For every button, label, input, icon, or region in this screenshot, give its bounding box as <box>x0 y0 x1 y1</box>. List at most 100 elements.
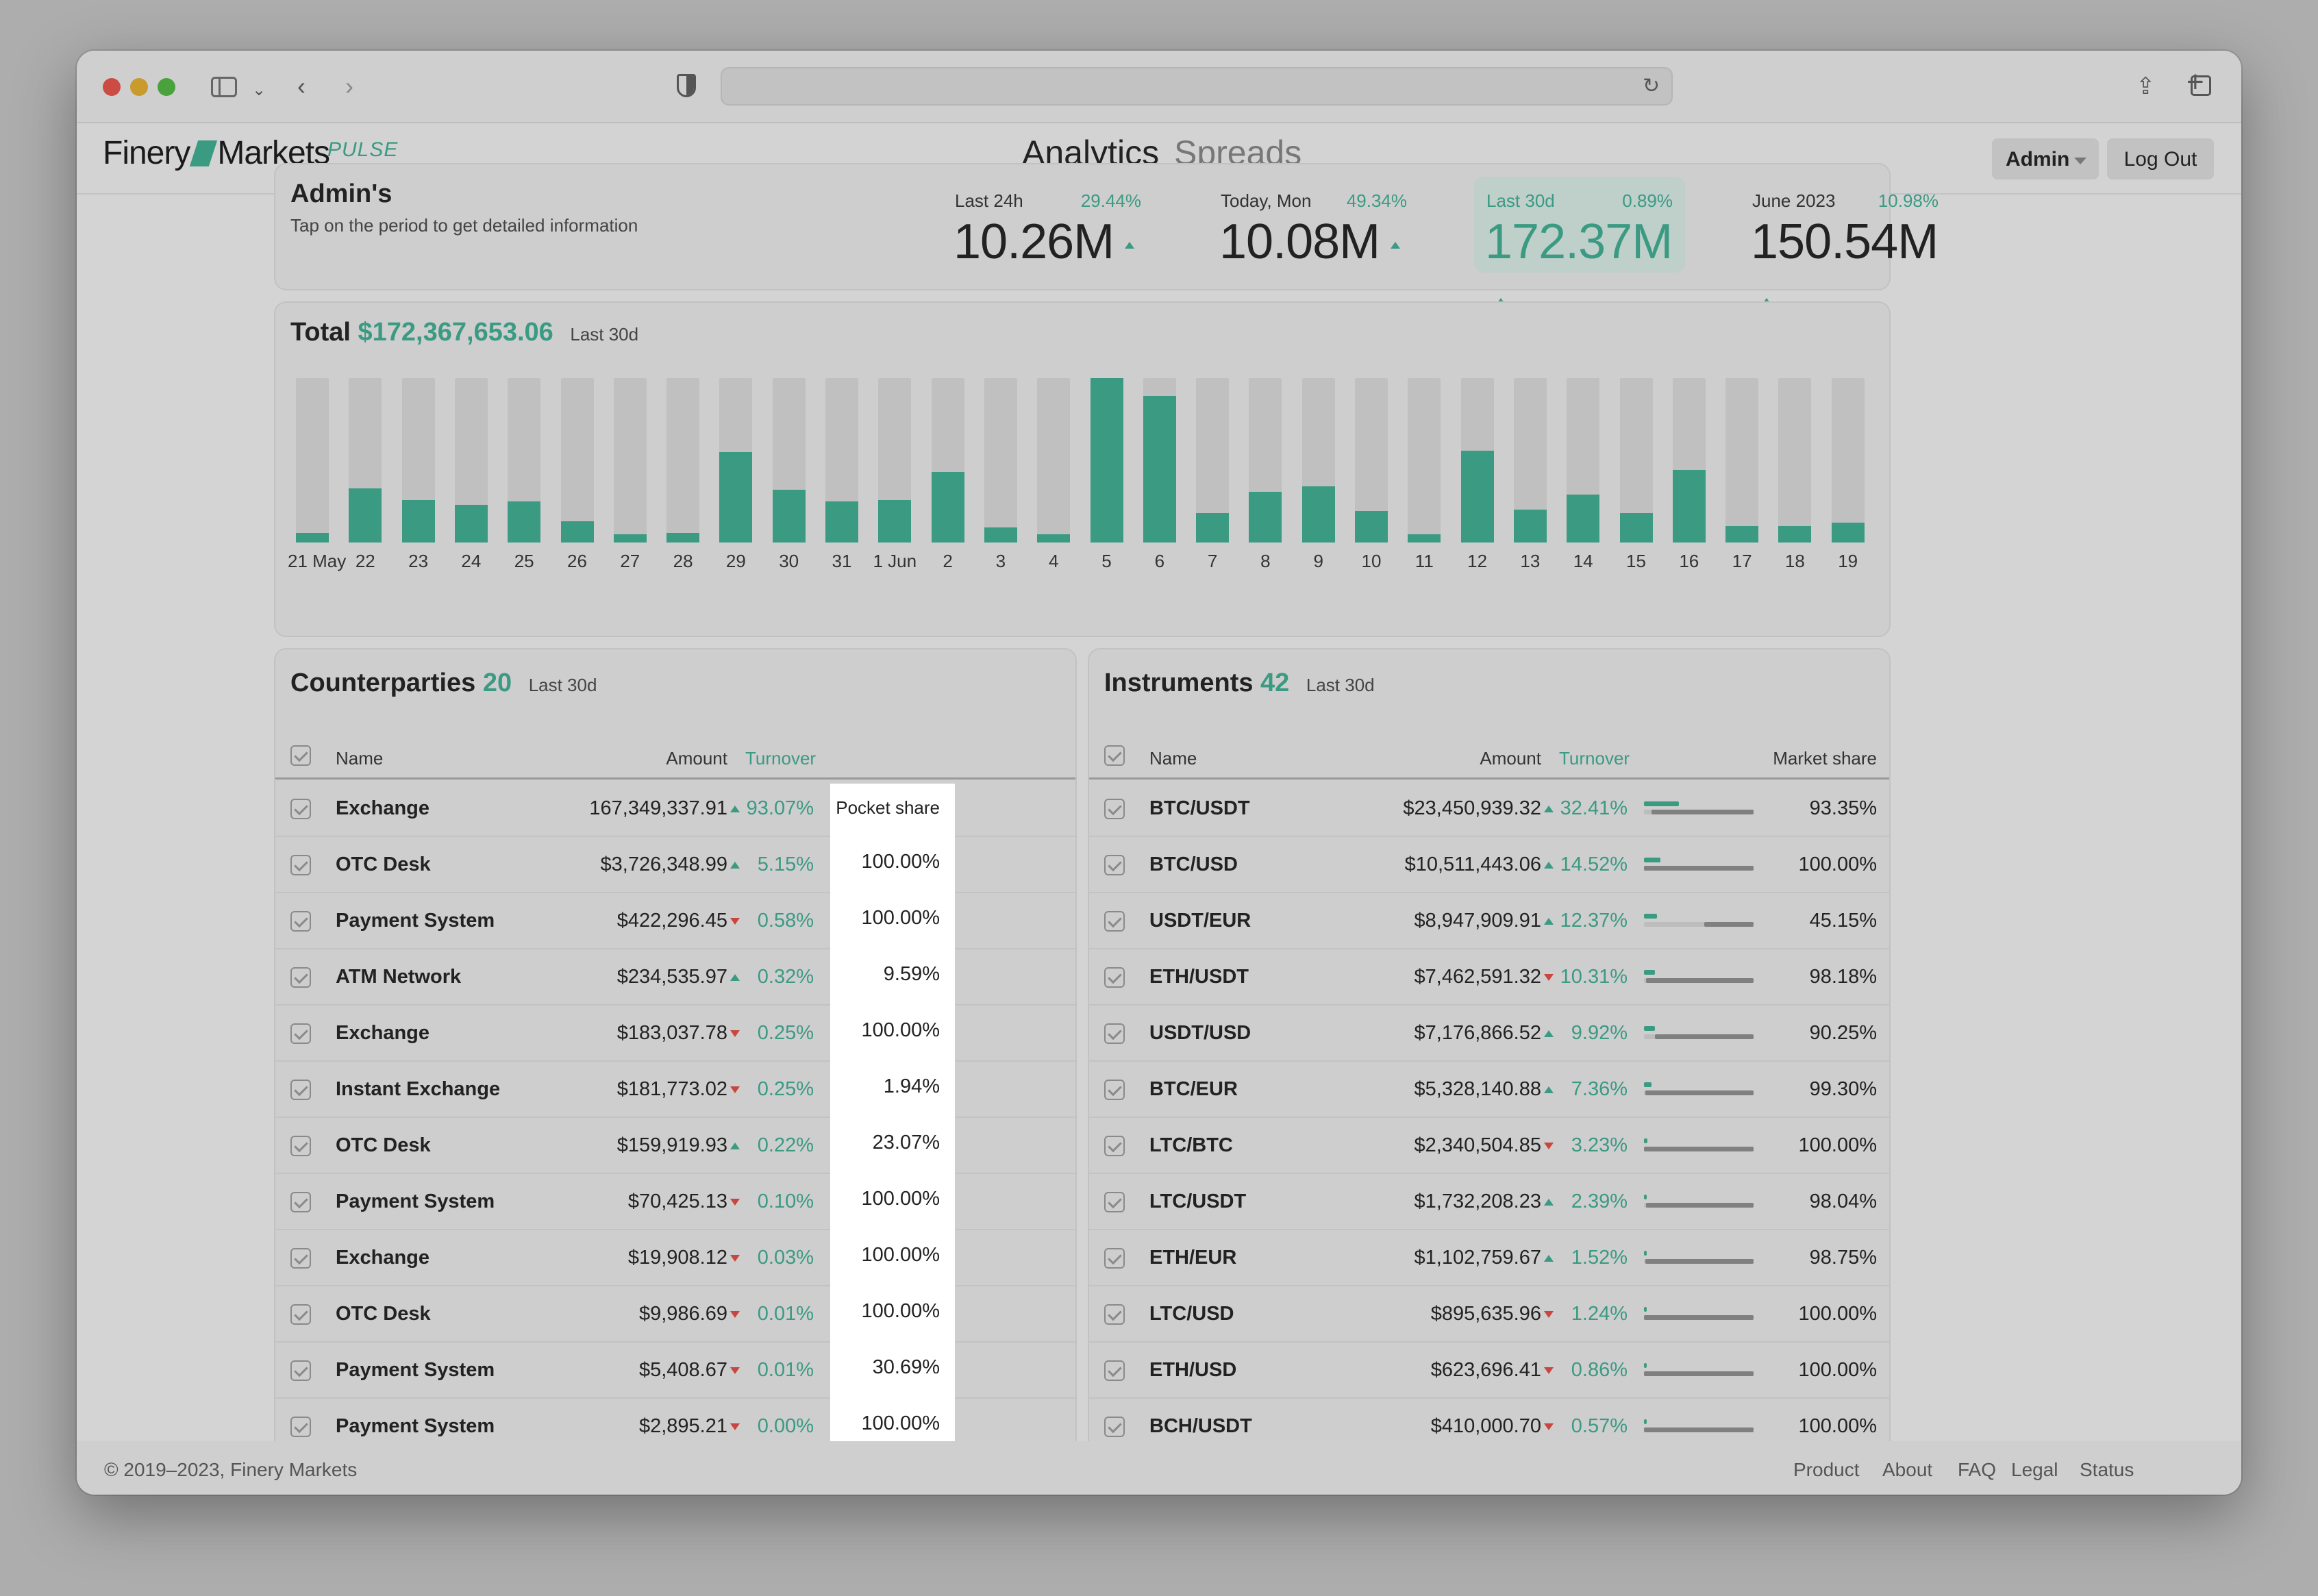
column-amount[interactable]: Amount <box>1480 748 1541 769</box>
table-row[interactable]: Exchange $183,037.78 0.25% <box>275 1006 1075 1062</box>
column-market-share[interactable]: Market share <box>1773 748 1877 769</box>
chart-bar-track[interactable] <box>508 378 541 543</box>
reload-icon[interactable]: ↻ <box>1643 75 1660 97</box>
chart-bar-track[interactable] <box>1090 378 1123 543</box>
tabs-overview-icon[interactable] <box>2191 75 2211 96</box>
back-icon[interactable]: ‹ <box>297 72 306 100</box>
address-bar[interactable]: ↻ <box>721 67 1673 105</box>
new-tab-icon[interactable]: + <box>2186 65 2204 99</box>
row-checkbox[interactable] <box>1104 855 1125 875</box>
chart-bar-track[interactable] <box>1619 378 1653 543</box>
row-checkbox[interactable] <box>1104 1248 1125 1269</box>
chart-bar-track[interactable] <box>454 378 488 543</box>
row-checkbox[interactable] <box>290 1360 311 1381</box>
row-checkbox[interactable] <box>1104 1192 1125 1212</box>
chart-bar-track[interactable] <box>1567 378 1600 543</box>
row-checkbox[interactable] <box>290 967 311 988</box>
select-all-checkbox[interactable] <box>1104 745 1125 766</box>
period-card[interactable]: Today, Mon 49.34% 10.08M <box>1208 177 1419 273</box>
footer-link-faq[interactable]: FAQ <box>1958 1459 1997 1480</box>
row-checkbox[interactable] <box>1104 1023 1125 1044</box>
row-checkbox[interactable] <box>290 1136 311 1156</box>
table-row[interactable]: LTC/USDT $1,732,208.23 2.39% 98.04% <box>1089 1174 1889 1230</box>
table-row[interactable]: USDT/USD $7,176,866.52 9.92% 90.25% <box>1089 1006 1889 1062</box>
finery-markets-logo[interactable]: Finery Markets PULSE <box>103 134 397 172</box>
chevron-down-icon[interactable]: ⌄ <box>252 81 266 99</box>
chart-bar-track[interactable] <box>1196 378 1230 543</box>
period-card[interactable]: Last 30d 0.89% 172.37M <box>1474 177 1685 305</box>
table-row[interactable]: ATM Network $234,535.97 0.32% <box>275 949 1075 1006</box>
table-row[interactable]: ETH/USD $623,696.41 0.86% 100.00% <box>1089 1343 1889 1399</box>
chart-bar-track[interactable] <box>772 378 806 543</box>
footer-link-status[interactable]: Status <box>2080 1459 2134 1480</box>
chart-bar-track[interactable] <box>931 378 964 543</box>
chart-bar-track[interactable] <box>1460 378 1494 543</box>
column-amount[interactable]: Amount <box>666 748 727 769</box>
chart-bar-track[interactable] <box>1831 378 1865 543</box>
table-row[interactable]: Payment System $5,408.67 0.01% <box>275 1343 1075 1399</box>
chart-bar-track[interactable] <box>1513 378 1547 543</box>
table-row[interactable]: LTC/BTC $2,340,504.85 3.23% 100.00% <box>1089 1118 1889 1174</box>
chart-bar-track[interactable] <box>613 378 647 543</box>
table-row[interactable]: Payment System $70,425.13 0.10% <box>275 1174 1075 1230</box>
row-checkbox[interactable] <box>1104 911 1125 932</box>
row-checkbox[interactable] <box>1104 1360 1125 1381</box>
row-checkbox[interactable] <box>1104 1136 1125 1156</box>
zoom-window-button[interactable] <box>158 78 175 96</box>
minimize-window-button[interactable] <box>130 78 148 96</box>
column-pocket-share[interactable]: Pocket share <box>836 797 940 818</box>
row-checkbox[interactable] <box>290 911 311 932</box>
row-checkbox[interactable] <box>1104 799 1125 819</box>
select-all-checkbox[interactable] <box>290 745 311 766</box>
row-checkbox[interactable] <box>290 1023 311 1044</box>
table-row[interactable]: BTC/USD $10,511,443.06 14.52% 100.00% <box>1089 837 1889 893</box>
chart-bar-track[interactable] <box>560 378 594 543</box>
row-checkbox[interactable] <box>290 1080 311 1100</box>
chart-bar-track[interactable] <box>1408 378 1441 543</box>
chart-bar-track[interactable] <box>719 378 753 543</box>
forward-icon[interactable]: › <box>345 72 353 100</box>
row-checkbox[interactable] <box>290 799 311 819</box>
chart-bar-track[interactable] <box>666 378 700 543</box>
column-name[interactable]: Name <box>336 748 384 769</box>
privacy-shield-icon[interactable] <box>677 74 696 97</box>
chart-bar-track[interactable] <box>1301 378 1335 543</box>
share-icon[interactable]: ⇪ <box>2136 73 2156 99</box>
column-name[interactable]: Name <box>1149 748 1197 769</box>
table-row[interactable]: USDT/EUR $8,947,909.91 12.37% 45.15% <box>1089 893 1889 949</box>
admin-dropdown[interactable]: Admin <box>1992 138 2099 179</box>
table-row[interactable]: OTC Desk $3,726,348.99 5.15% <box>275 837 1075 893</box>
row-checkbox[interactable] <box>290 1192 311 1212</box>
table-row[interactable]: BTC/EUR $5,328,140.88 7.36% 99.30% <box>1089 1062 1889 1118</box>
row-checkbox[interactable] <box>290 855 311 875</box>
logout-button[interactable]: Log Out <box>2107 138 2214 179</box>
row-checkbox[interactable] <box>290 1248 311 1269</box>
chart-bar-track[interactable] <box>1778 378 1812 543</box>
row-checkbox[interactable] <box>290 1304 311 1325</box>
close-window-button[interactable] <box>103 78 121 96</box>
chart-bar-track[interactable] <box>296 378 329 543</box>
chart-bar-track[interactable] <box>401 378 435 543</box>
footer-link-product[interactable]: Product <box>1793 1459 1860 1480</box>
sidebar-toggle-icon[interactable] <box>211 77 237 97</box>
chart-bar-track[interactable] <box>878 378 912 543</box>
table-row[interactable]: ETH/EUR $1,102,759.67 1.52% 98.75% <box>1089 1230 1889 1286</box>
table-row[interactable]: Payment System $422,296.45 0.58% <box>275 893 1075 949</box>
column-turnover[interactable]: Turnover <box>1559 748 1630 769</box>
table-row[interactable]: OTC Desk $9,986.69 0.01% <box>275 1286 1075 1343</box>
period-card[interactable]: Last 24h 29.44% 10.26M <box>943 177 1154 273</box>
footer-link-legal[interactable]: Legal <box>2011 1459 2058 1480</box>
row-checkbox[interactable] <box>1104 1304 1125 1325</box>
row-checkbox[interactable] <box>1104 1080 1125 1100</box>
chart-bar-track[interactable] <box>1672 378 1706 543</box>
chart-bar-track[interactable] <box>1249 378 1282 543</box>
chart-bar-track[interactable] <box>349 378 382 543</box>
period-card[interactable]: June 2023 10.98% 150.54M <box>1740 177 1951 305</box>
column-turnover[interactable]: Turnover <box>745 748 817 769</box>
row-checkbox[interactable] <box>290 1417 311 1437</box>
row-checkbox[interactable] <box>1104 1417 1125 1437</box>
chart-bar-track[interactable] <box>984 378 1017 543</box>
table-row[interactable]: OTC Desk $159,919.93 0.22% <box>275 1118 1075 1174</box>
row-checkbox[interactable] <box>1104 967 1125 988</box>
table-row[interactable]: Exchange 167,349,337.91 93.07% <box>275 781 1075 837</box>
